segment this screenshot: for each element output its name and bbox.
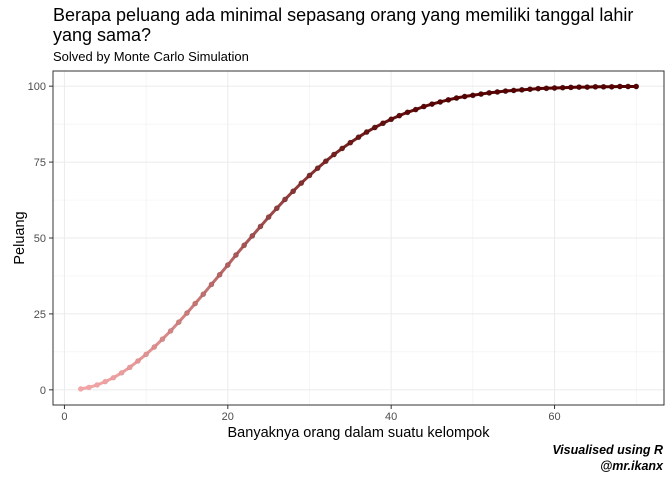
data-point bbox=[233, 252, 239, 258]
data-point bbox=[102, 378, 109, 385]
x-tick-label: 0 bbox=[61, 411, 67, 423]
data-point bbox=[224, 262, 231, 268]
caption-line-2: @mr.ikanx bbox=[600, 459, 663, 473]
data-point bbox=[126, 364, 133, 371]
data-point bbox=[135, 358, 141, 364]
data-point bbox=[633, 83, 640, 90]
y-tick-label: 25 bbox=[34, 309, 46, 321]
data-point bbox=[257, 223, 264, 230]
caption-line-1: Visualised using R bbox=[552, 443, 663, 457]
data-point bbox=[208, 281, 215, 288]
data-point bbox=[388, 116, 395, 123]
x-tick-label: 20 bbox=[222, 411, 234, 423]
data-point bbox=[600, 83, 607, 90]
data-point bbox=[175, 319, 182, 326]
data-point bbox=[151, 344, 158, 350]
data-point bbox=[290, 188, 297, 195]
data-point bbox=[576, 84, 582, 90]
data-point bbox=[502, 88, 509, 94]
data-point bbox=[437, 99, 444, 105]
data-point bbox=[396, 112, 403, 119]
data-point bbox=[478, 91, 484, 97]
y-tick-label: 75 bbox=[34, 157, 46, 169]
series-points bbox=[77, 83, 640, 392]
data-point bbox=[486, 89, 493, 96]
data-point bbox=[355, 134, 362, 141]
data-point bbox=[551, 85, 558, 91]
data-point bbox=[86, 384, 92, 391]
x-axis-title: Banyaknya orang dalam suatu kelompok bbox=[228, 425, 491, 441]
chart-caption: Visualised using R @mr.ikanx bbox=[552, 442, 663, 474]
data-point bbox=[371, 124, 378, 131]
data-point bbox=[625, 83, 631, 90]
data-point bbox=[273, 205, 280, 212]
data-point bbox=[306, 172, 313, 179]
data-point bbox=[420, 103, 427, 110]
data-point bbox=[445, 96, 452, 103]
data-point bbox=[412, 106, 419, 113]
data-point bbox=[380, 120, 386, 127]
x-tick-label: 60 bbox=[548, 411, 560, 423]
data-point bbox=[94, 382, 101, 388]
data-point bbox=[216, 271, 223, 278]
data-point bbox=[453, 95, 460, 101]
data-point bbox=[241, 242, 248, 249]
data-point bbox=[363, 129, 370, 135]
y-tick-label: 50 bbox=[34, 233, 46, 245]
data-point bbox=[494, 89, 501, 95]
data-point bbox=[298, 180, 305, 186]
data-point bbox=[608, 83, 615, 90]
data-point bbox=[535, 85, 542, 92]
chart-title: Berapa peluang ada minimal sepasang oran… bbox=[53, 5, 634, 45]
y-tick-label: 100 bbox=[28, 81, 46, 93]
data-point bbox=[77, 386, 84, 392]
data-point bbox=[518, 86, 525, 93]
data-point bbox=[322, 158, 329, 165]
chart-subtitle: Solved by Monte Carlo Simulation bbox=[53, 49, 249, 64]
data-point bbox=[559, 84, 566, 91]
y-axis-title: Peluang bbox=[12, 211, 28, 264]
data-point bbox=[143, 351, 150, 358]
data-point bbox=[527, 86, 533, 93]
data-point bbox=[110, 374, 117, 381]
data-point bbox=[282, 196, 288, 203]
data-point bbox=[543, 85, 550, 92]
data-point bbox=[347, 139, 354, 146]
axes: 0 20 40 60 0 25 50 75 100 bbox=[28, 81, 561, 423]
data-point bbox=[167, 328, 174, 334]
data-point bbox=[429, 101, 435, 107]
data-point bbox=[584, 84, 591, 90]
data-point bbox=[265, 214, 272, 220]
x-tick-label: 40 bbox=[385, 411, 397, 423]
data-point bbox=[159, 336, 166, 343]
data-point bbox=[331, 151, 337, 158]
data-point bbox=[567, 84, 574, 91]
data-point bbox=[616, 83, 623, 90]
data-point bbox=[200, 291, 207, 298]
data-point bbox=[118, 369, 125, 376]
data-point bbox=[249, 232, 256, 239]
data-point bbox=[339, 145, 346, 152]
data-point bbox=[461, 93, 468, 100]
data-point bbox=[184, 310, 190, 316]
data-point bbox=[404, 109, 411, 116]
grid-major bbox=[53, 71, 664, 405]
data-point bbox=[469, 92, 476, 99]
data-point bbox=[510, 87, 517, 94]
data-point bbox=[314, 165, 321, 172]
y-tick-label: 0 bbox=[40, 385, 46, 397]
data-point bbox=[592, 83, 599, 90]
data-point bbox=[192, 300, 199, 307]
